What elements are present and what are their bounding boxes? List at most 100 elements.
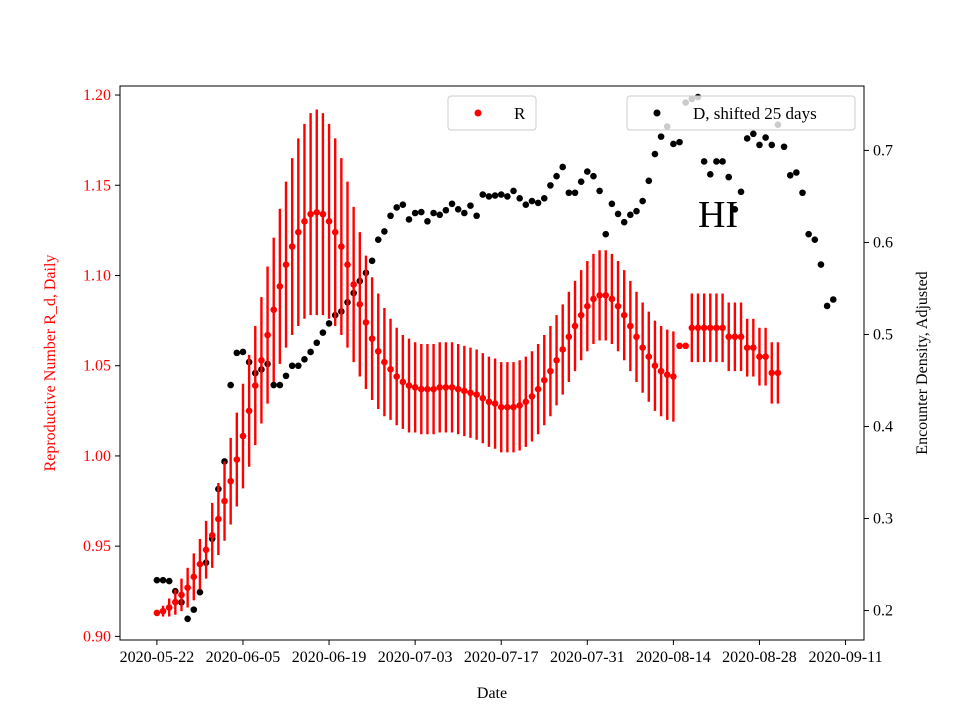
r-point <box>774 369 782 377</box>
d-point <box>233 349 241 357</box>
left-tick-label: 1.10 <box>83 267 111 284</box>
x-tick-label: 2020-05-22 <box>120 649 195 666</box>
r-point <box>233 456 241 463</box>
r-point <box>725 333 733 341</box>
r-point <box>620 311 628 319</box>
d-point <box>713 158 720 165</box>
r-point <box>405 382 413 389</box>
x-axis-label: Date <box>477 685 507 702</box>
d-point <box>239 348 247 356</box>
r-point <box>417 385 425 393</box>
r-point <box>608 295 616 303</box>
x-axis: 2020-05-22 2020-06-05 2020-06-19 2020-07-03… <box>120 640 883 666</box>
right-y-axis: 0.2 0.3 0.4 0.5 0.6 0.7 <box>864 142 893 620</box>
r-point <box>172 598 179 606</box>
legend-d-marker <box>653 109 661 117</box>
r-point <box>639 344 646 351</box>
r-point <box>319 210 327 218</box>
r-point <box>750 344 757 351</box>
d-point <box>731 206 739 213</box>
r-point <box>325 218 333 225</box>
r-point <box>743 344 751 351</box>
plot-frame <box>119 85 865 641</box>
r-point <box>430 385 437 393</box>
d-point <box>497 191 505 198</box>
d-point <box>411 209 419 217</box>
r-point <box>436 384 444 391</box>
r-point <box>713 324 720 332</box>
d-point <box>750 130 757 138</box>
d-point <box>811 236 819 243</box>
legend-d-label: D, shifted 25 days <box>693 104 817 123</box>
d-point <box>454 206 462 213</box>
d-point <box>319 329 327 336</box>
r-point <box>497 403 505 411</box>
d-point <box>657 133 665 140</box>
right-tick-label: 0.3 <box>873 511 893 528</box>
d-point <box>590 172 597 180</box>
r-point <box>670 373 677 380</box>
r-point <box>399 378 407 386</box>
d-point <box>793 169 800 176</box>
left-tick-label: 1.15 <box>83 177 111 194</box>
r-point <box>448 384 456 391</box>
d-point <box>547 182 554 189</box>
x-tick-label: 2020-08-14 <box>636 649 711 666</box>
d-point <box>430 209 437 217</box>
r-point <box>270 306 278 314</box>
r-point <box>590 295 597 303</box>
d-point <box>424 217 431 225</box>
left-tick-label: 0.90 <box>83 628 111 645</box>
d-point <box>485 193 493 200</box>
d-point <box>461 209 468 217</box>
r-point <box>467 389 474 397</box>
r-point <box>202 546 210 554</box>
d-point <box>295 362 302 370</box>
r-point <box>719 324 726 332</box>
r-point <box>424 385 431 393</box>
d-point <box>651 150 659 158</box>
r-point <box>227 477 234 485</box>
d-point <box>448 200 456 208</box>
x-tick-label: 2020-06-05 <box>206 649 281 666</box>
r-point <box>602 292 610 299</box>
r-point <box>473 391 480 398</box>
r-point <box>245 407 253 415</box>
d-point <box>596 187 603 195</box>
x-tick-label: 2020-06-19 <box>292 649 367 666</box>
r-point <box>706 324 714 332</box>
r-point <box>479 394 487 402</box>
d-point <box>571 189 579 197</box>
d-point <box>737 188 745 196</box>
r-point <box>657 367 665 375</box>
d-point <box>706 171 714 178</box>
d-point <box>756 141 763 149</box>
r-point <box>307 210 314 218</box>
annotation-text: HI <box>698 194 738 236</box>
x-tick-label: 2020-09-11 <box>809 649 883 666</box>
right-tick-label: 0.6 <box>873 234 893 251</box>
d-point <box>491 192 499 199</box>
d-point <box>282 372 290 380</box>
r-point <box>528 393 536 400</box>
d-point <box>436 211 444 219</box>
d-point <box>528 197 536 205</box>
r-point <box>768 369 776 377</box>
r-point <box>485 398 493 406</box>
r-point <box>516 402 523 409</box>
r-point <box>442 384 450 391</box>
r-point <box>362 319 370 326</box>
left-tick-label: 1.20 <box>83 87 111 104</box>
r-point <box>313 209 321 216</box>
r-point <box>504 403 511 411</box>
d-point <box>768 141 776 149</box>
d-point <box>645 177 653 185</box>
d-point <box>676 138 683 146</box>
r-point <box>584 302 591 310</box>
r-point <box>215 515 222 523</box>
r-point <box>387 366 394 373</box>
d-point <box>670 140 677 148</box>
d-point <box>602 230 610 238</box>
d-point <box>442 206 450 214</box>
